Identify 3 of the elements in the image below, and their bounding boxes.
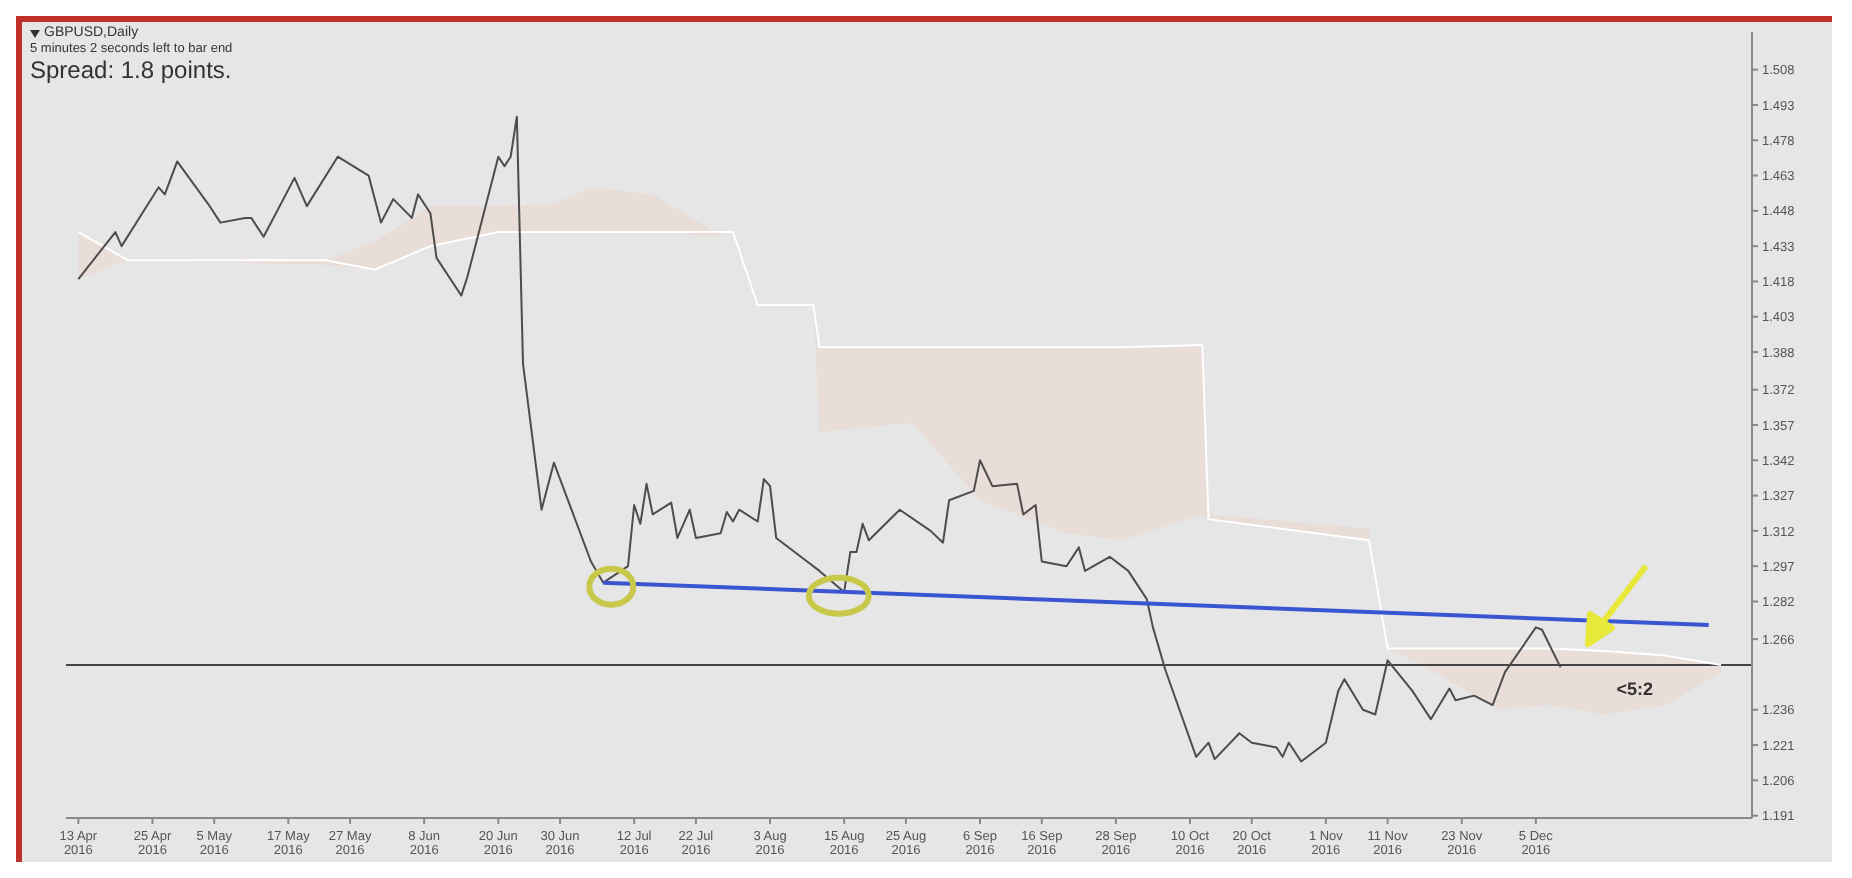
annotation: Spread: 1.8 points. bbox=[30, 55, 233, 85]
annotation: <5:2 bbox=[1616, 678, 1653, 699]
line-series bbox=[77, 231, 1723, 667]
